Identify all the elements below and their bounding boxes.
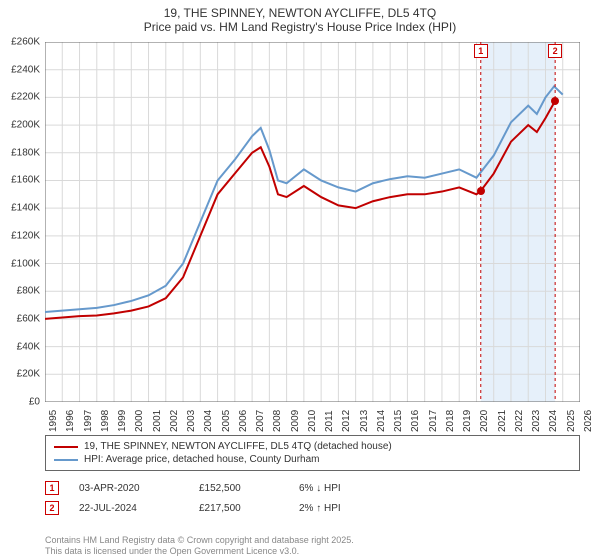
x-axis-label: 2015 [393,410,404,432]
legend-swatch [54,446,78,448]
sale-dot [551,97,559,105]
y-axis-label: £180K [0,147,40,158]
y-axis-label: £40K [0,341,40,352]
y-axis-label: £80K [0,286,40,297]
y-axis-label: £60K [0,313,40,324]
y-axis-label: £100K [0,258,40,269]
sale-marker-icon: 1 [45,481,59,495]
chart-container: 19, THE SPINNEY, NEWTON AYCLIFFE, DL5 4T… [0,0,600,560]
sale-marker-on-chart: 1 [474,44,488,58]
x-axis-label: 2012 [341,410,352,432]
sale-date: 22-JUL-2024 [79,503,179,514]
x-axis-label: 2001 [152,410,163,432]
x-axis-label: 1997 [83,410,94,432]
legend-swatch [54,459,78,461]
footer-line2: This data is licensed under the Open Gov… [45,546,354,557]
x-axis-label: 2019 [462,410,473,432]
x-axis-label: 2017 [428,410,439,432]
x-axis-label: 2007 [255,410,266,432]
x-axis-label: 2011 [324,410,335,432]
y-axis-label: £0 [0,397,40,408]
y-axis-label: £120K [0,230,40,241]
x-axis-label: 2025 [566,410,577,432]
sale-price: £217,500 [199,503,279,514]
sale-date: 03-APR-2020 [79,483,179,494]
x-axis-label: 2023 [531,410,542,432]
sale-hpi: 6% ↓ HPI [299,483,379,494]
chart-area: £0£20K£40K£60K£80K£100K£120K£140K£160K£1… [45,42,580,402]
x-axis-label: 2005 [221,410,232,432]
x-axis-label: 1998 [100,410,111,432]
x-axis-label: 1996 [65,410,76,432]
x-axis-label: 2000 [134,410,145,432]
x-axis-label: 1999 [117,410,128,432]
y-axis-label: £260K [0,37,40,48]
x-axis-label: 2008 [272,410,283,432]
title-line1: 19, THE SPINNEY, NEWTON AYCLIFFE, DL5 4T… [0,6,600,20]
x-axis-label: 1995 [48,410,59,432]
sale-row: 1 03-APR-2020 £152,500 6% ↓ HPI [45,478,580,498]
legend-box: 19, THE SPINNEY, NEWTON AYCLIFFE, DL5 4T… [45,435,580,471]
title-block: 19, THE SPINNEY, NEWTON AYCLIFFE, DL5 4T… [0,0,600,36]
legend-row: 19, THE SPINNEY, NEWTON AYCLIFFE, DL5 4T… [54,440,571,453]
y-axis-label: £160K [0,175,40,186]
x-axis-label: 2024 [548,410,559,432]
footer-line1: Contains HM Land Registry data © Crown c… [45,535,354,546]
x-axis-label: 2003 [186,410,197,432]
sale-marker-icon: 2 [45,501,59,515]
sale-rows: 1 03-APR-2020 £152,500 6% ↓ HPI 2 22-JUL… [45,478,580,518]
x-axis-label: 2020 [479,410,490,432]
x-axis-label: 2021 [497,410,508,432]
x-axis-label: 2026 [583,410,594,432]
x-axis-label: 2004 [203,410,214,432]
x-axis-label: 2014 [376,410,387,432]
x-axis-label: 2018 [445,410,456,432]
y-axis-label: £240K [0,64,40,75]
sale-row: 2 22-JUL-2024 £217,500 2% ↑ HPI [45,498,580,518]
x-axis-label: 2010 [307,410,318,432]
y-axis-label: £20K [0,369,40,380]
legend-label: HPI: Average price, detached house, Coun… [84,454,320,465]
legend-row: HPI: Average price, detached house, Coun… [54,453,571,466]
sale-marker-on-chart: 2 [548,44,562,58]
x-axis-label: 2009 [290,410,301,432]
y-axis-label: £200K [0,120,40,131]
y-axis-label: £220K [0,92,40,103]
line-chart [45,42,580,402]
sale-price: £152,500 [199,483,279,494]
sale-hpi: 2% ↑ HPI [299,503,379,514]
x-axis-label: 2016 [410,410,421,432]
x-axis-label: 2002 [169,410,180,432]
x-axis-label: 2022 [514,410,525,432]
legend-label: 19, THE SPINNEY, NEWTON AYCLIFFE, DL5 4T… [84,441,392,452]
x-axis-label: 2006 [238,410,249,432]
sale-dot [477,187,485,195]
x-axis-label: 2013 [359,410,370,432]
y-axis-label: £140K [0,203,40,214]
footer: Contains HM Land Registry data © Crown c… [45,535,354,557]
title-line2: Price paid vs. HM Land Registry's House … [0,20,600,34]
